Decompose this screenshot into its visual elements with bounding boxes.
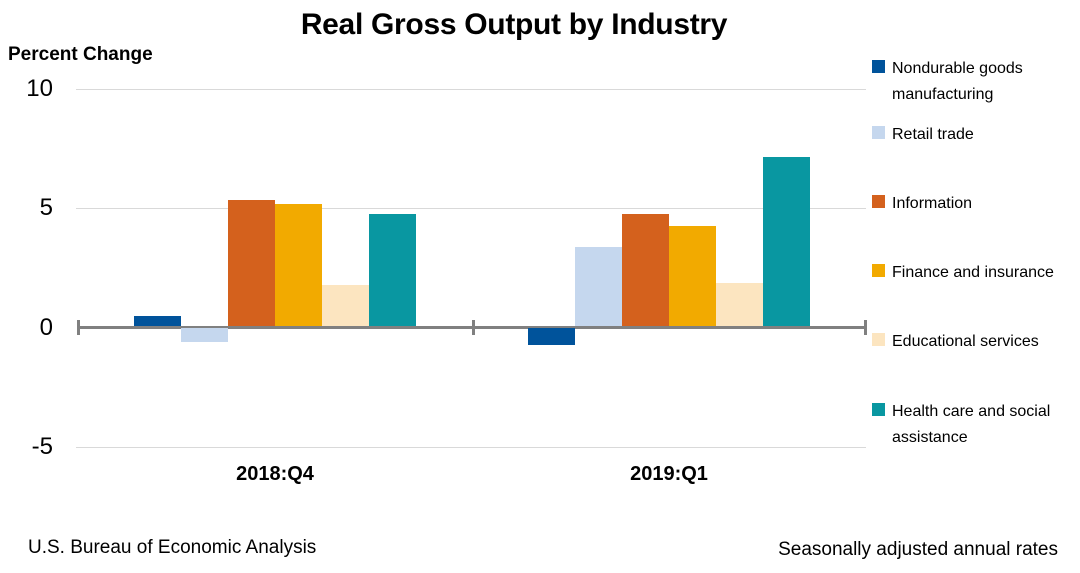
y-tick-label: 10 bbox=[26, 75, 53, 102]
legend-swatch-icon bbox=[872, 403, 885, 416]
x-axis-tick bbox=[77, 320, 80, 335]
x-axis-line bbox=[78, 326, 865, 329]
bar-health-care-and-social-assistance-2019-q1 bbox=[763, 156, 810, 326]
x-axis-tick bbox=[472, 320, 475, 335]
legend-item-health-care-and-social-assistance: Health care and social assistance bbox=[872, 399, 1077, 451]
legend-label: Nondurable goods manufacturing bbox=[892, 60, 1023, 103]
legend-swatch-icon bbox=[872, 60, 885, 73]
bar-educational-services-2019-q1 bbox=[716, 283, 763, 326]
legend-label: Retail trade bbox=[892, 126, 974, 143]
y-tick-label: 5 bbox=[39, 194, 53, 221]
gridline bbox=[76, 447, 866, 448]
legend-label: Educational services bbox=[892, 333, 1039, 350]
source-attribution: U.S. Bureau of Economic Analysis bbox=[28, 537, 317, 558]
category-label-2019-q1: 2019:Q1 bbox=[630, 463, 708, 485]
legend-item-educational-services: Educational services bbox=[872, 329, 1077, 355]
bar-nondurable-goods-manufacturing-2018-q4 bbox=[134, 316, 181, 326]
adjustment-note: Seasonally adjusted annual rates bbox=[778, 539, 1058, 560]
legend-label: Health care and social assistance bbox=[892, 403, 1051, 446]
legend-label: Finance and insurance bbox=[892, 264, 1054, 281]
legend-item-retail-trade: Retail trade bbox=[872, 122, 1077, 148]
legend: Nondurable goods manufacturing Retail tra… bbox=[872, 0, 1080, 573]
bar-finance-and-insurance-2018-q4 bbox=[275, 204, 322, 326]
y-tick-label: 0 bbox=[39, 314, 53, 341]
legend-swatch-icon bbox=[872, 195, 885, 208]
gridline bbox=[76, 208, 866, 209]
legend-item-finance-and-insurance: Finance and insurance bbox=[872, 260, 1077, 286]
category-label-2018-q4: 2018:Q4 bbox=[236, 463, 314, 485]
y-axis-label: Percent Change bbox=[8, 44, 153, 65]
bar-health-care-and-social-assistance-2018-q4 bbox=[369, 213, 416, 326]
bar-information-2019-q1 bbox=[622, 213, 669, 326]
y-tick-label: -5 bbox=[31, 433, 53, 460]
gridline bbox=[76, 89, 866, 90]
legend-item-information: Information bbox=[872, 191, 1077, 217]
legend-swatch-icon bbox=[872, 126, 885, 139]
bar-finance-and-insurance-2019-q1 bbox=[669, 225, 716, 326]
legend-swatch-icon bbox=[872, 333, 885, 346]
bar-nondurable-goods-manufacturing-2019-q1 bbox=[528, 328, 575, 345]
legend-swatch-icon bbox=[872, 264, 885, 277]
chart-title: Real Gross Output by Industry bbox=[300, 8, 728, 41]
bar-information-2018-q4 bbox=[228, 199, 275, 326]
bar-retail-trade-2018-q4 bbox=[181, 328, 228, 343]
legend-item-nondurable-goods-manufacturing: Nondurable goods manufacturing bbox=[872, 56, 1077, 108]
bar-retail-trade-2019-q1 bbox=[575, 247, 622, 326]
bar-educational-services-2018-q4 bbox=[322, 285, 369, 326]
x-axis-tick bbox=[864, 320, 867, 335]
legend-label: Information bbox=[892, 195, 973, 212]
